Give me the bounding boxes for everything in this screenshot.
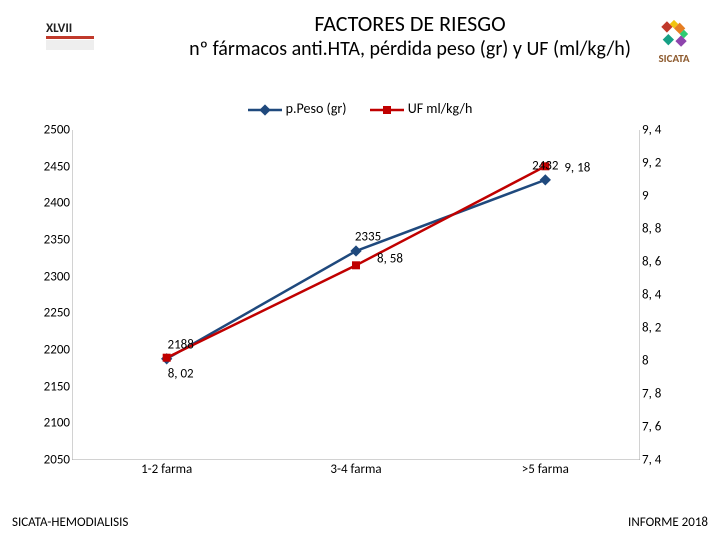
- svg-text:XLVII: XLVII: [46, 21, 72, 36]
- x-tick-label: 3-4 farma: [330, 462, 381, 477]
- legend-label-uf: UF ml/kg/h: [408, 100, 473, 117]
- legend-item-ppeso: p.Peso (gr): [248, 100, 347, 117]
- data-label: 2335: [355, 230, 381, 245]
- y2-tick-label: 8: [640, 354, 676, 369]
- y2-tick-label: 8, 8: [640, 222, 676, 237]
- y2-tick-label: 9, 4: [640, 123, 676, 138]
- footer-right: INFORME 2018: [628, 515, 708, 530]
- svg-text:SICATA: SICATA: [658, 52, 689, 65]
- plot-area: 2188 2335 2432 8, 02 8, 58 9, 18: [72, 130, 640, 460]
- y2-tick-label: 7, 4: [640, 453, 676, 468]
- sicata-logo-icon: SICATA: [640, 16, 708, 68]
- x-axis-labels: 1-2 farma 3-4 farma >5 farma: [72, 462, 640, 480]
- x-tick-label: >5 farma: [522, 462, 569, 477]
- data-label: 8, 58: [377, 252, 403, 267]
- plot-svg: [72, 130, 640, 460]
- y2-axis-labels: 7, 47, 67, 888, 28, 48, 68, 899, 29, 4: [640, 130, 676, 460]
- y1-tick-label: 2500: [36, 123, 72, 138]
- data-label: 9, 18: [564, 161, 590, 176]
- title-sub: nº fármacos anti.HTA, pérdida peso (gr) …: [100, 37, 720, 61]
- y2-tick-label: 9: [640, 189, 676, 204]
- y2-tick-label: 7, 8: [640, 387, 676, 402]
- y2-tick-label: 9, 2: [640, 156, 676, 171]
- header: XLVII FACTORES DE RIESGO nº fármacos ant…: [0, 8, 720, 61]
- chart: 2050210021502200225023002350240024502500…: [36, 130, 676, 480]
- y1-tick-label: 2200: [36, 343, 72, 358]
- y1-tick-label: 2300: [36, 269, 72, 284]
- y1-tick-label: 2350: [36, 233, 72, 248]
- legend-label-ppeso: p.Peso (gr): [286, 100, 347, 117]
- y1-tick-label: 2050: [36, 453, 72, 468]
- data-label: 2188: [167, 337, 193, 352]
- conference-logo-icon: XLVII: [10, 12, 100, 56]
- legend: p.Peso (gr) UF ml/kg/h: [0, 100, 720, 120]
- legend-marker-ppeso-icon: [248, 103, 282, 115]
- data-label: 8, 02: [168, 366, 194, 381]
- y2-tick-label: 7, 6: [640, 420, 676, 435]
- x-tick-label: 1-2 farma: [141, 462, 192, 477]
- legend-marker-uf-icon: [370, 103, 404, 115]
- y1-tick-label: 2150: [36, 379, 72, 394]
- y2-tick-label: 8, 2: [640, 321, 676, 336]
- logo-right: SICATA: [640, 16, 708, 73]
- data-label: 2432: [532, 158, 558, 173]
- title-block: FACTORES DE RIESGO nº fármacos anti.HTA,…: [100, 8, 720, 61]
- y1-tick-label: 2100: [36, 416, 72, 431]
- logo-left: XLVII: [10, 12, 100, 61]
- y2-tick-label: 8, 6: [640, 255, 676, 270]
- footer-left: SICATA-HEMODIALISIS: [12, 515, 128, 530]
- y1-tick-label: 2450: [36, 159, 72, 174]
- y2-tick-label: 8, 4: [640, 288, 676, 303]
- y1-axis-labels: 2050210021502200225023002350240024502500: [36, 130, 72, 460]
- title-main: FACTORES DE RIESGO: [100, 10, 720, 37]
- y1-tick-label: 2250: [36, 306, 72, 321]
- y1-tick-label: 2400: [36, 196, 72, 211]
- legend-item-uf: UF ml/kg/h: [370, 100, 473, 117]
